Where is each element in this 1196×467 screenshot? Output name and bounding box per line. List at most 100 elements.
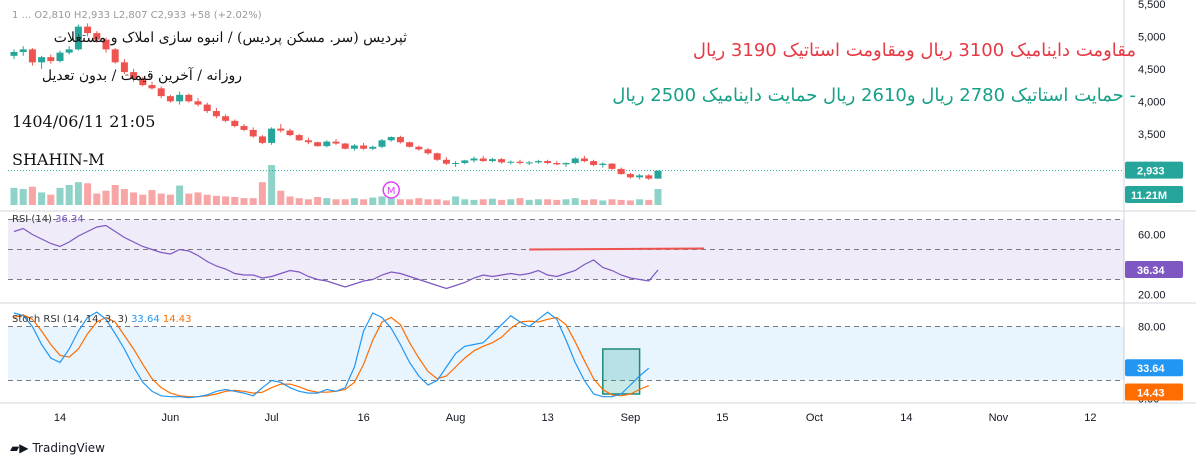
candle-body [258,136,266,143]
rsi-tick-label: 60.00 [1138,230,1166,242]
candle-body [203,104,211,112]
candle-body [599,163,607,165]
volume-bar [212,195,220,205]
volume-bar [461,199,469,205]
tradingview-logo-icon: ▰▶ [10,441,29,455]
candle-body [507,161,515,163]
volume-bar [534,199,542,205]
candle-body [332,141,340,144]
volume-bar [553,199,561,205]
volume-bar [47,194,55,205]
volume-bar [516,198,524,205]
time-tick-label: 16 [357,412,369,424]
volume-bar [396,199,404,205]
volume-bar [139,194,147,205]
chart-title: ثپردیس (سر. مسکن پردیس) / انبوه سازی امل… [53,30,407,46]
candle-body [608,163,616,169]
candle-body [74,26,82,50]
volume-bar [56,187,64,205]
candle-body [268,128,276,143]
volume-badge [1125,186,1183,203]
candle-body [636,175,644,178]
volume-bar [498,199,506,205]
candle-body [277,128,285,131]
rsi-tick-label: 20.00 [1138,290,1166,302]
volume-bar [314,197,322,205]
rsi-legend-value: 36.34 [55,214,84,225]
volume-bar [608,199,616,205]
candle-body [56,52,64,62]
candle-body [341,143,349,149]
volume-bar [194,192,202,205]
time-tick-label: 14 [900,412,912,424]
volume-bar [157,193,165,205]
last-price-badge [1125,161,1183,179]
candle-body [84,26,92,34]
volume-bar [378,196,386,205]
stoch-d-line [13,314,650,398]
volume-bar [176,185,184,205]
volume-bar [28,186,36,205]
volume-bar [424,199,432,205]
volume-bar [580,199,588,205]
volume-bar [488,198,496,205]
candle-body [350,145,358,149]
volume-bar [304,199,312,205]
volume-bar [120,189,128,205]
volume-bar [599,200,607,205]
author-text: SHAHIN-M [12,150,105,169]
candle-body [590,161,598,165]
price-tick-label: 4,500 [1138,64,1166,76]
time-tick-label: Oct [806,412,823,424]
time-tick-label: Jul [265,412,279,424]
candle-body [580,158,588,162]
volume-bar [507,199,515,205]
price-tick-label: 5,000 [1138,31,1166,43]
candle-body [442,159,450,164]
candle-body [424,149,432,154]
candle-body [617,168,625,175]
support-note: - حمایت استاتیک 2780 ریال و2610 ریال حما… [612,85,1136,106]
volume-bar [203,194,211,205]
candle-body [19,49,27,52]
candle-body [28,49,36,63]
rsi-drawn-line [529,247,705,251]
rsi-legend[interactable]: RSI (14) 36.34 [12,214,84,225]
volume-bar [452,196,460,205]
candle-body [488,159,496,162]
candle-body [148,85,156,89]
volume-bar [19,189,27,205]
candle-body [396,137,404,143]
marker-m-label: M [387,186,396,197]
candle-body [626,174,634,178]
stoch-legend[interactable]: Stoch RSI (14, 14, 3, 3) 33.64 14.43 [12,314,192,325]
candle-body [571,158,579,164]
volume-bar [231,197,239,205]
candle-body [369,146,377,149]
candle-body [479,158,487,162]
volume-bar [406,199,414,205]
candle-body [194,101,202,105]
brand-text: TradingView [32,441,105,455]
volume-bar [258,182,266,205]
volume-bar [74,182,82,205]
candle-body [544,161,552,164]
candle-body [461,160,469,164]
candle-body [360,145,368,149]
tradingview-logo[interactable]: ▰▶ TradingView [10,441,105,455]
volume-bar [636,199,644,205]
rsi-legend-name: RSI (14) [12,214,52,225]
time-tick-label: 12 [1084,412,1096,424]
stoch-highlight-box [602,348,641,395]
stoch-k-line [13,311,650,399]
volume-bar [332,199,340,205]
ohlc-readout: 1 ... O2,810 H2,933 L2,807 C2,933 +58 (+… [12,10,262,21]
volume-bar [571,198,579,205]
rsi-value-badge [1125,260,1183,278]
volume-bar [111,185,119,205]
time-tick-label: 15 [716,412,728,424]
time-tick-label: 13 [541,412,553,424]
stoch-legend-k: 33.64 [131,314,160,325]
volume-bar [645,199,653,205]
